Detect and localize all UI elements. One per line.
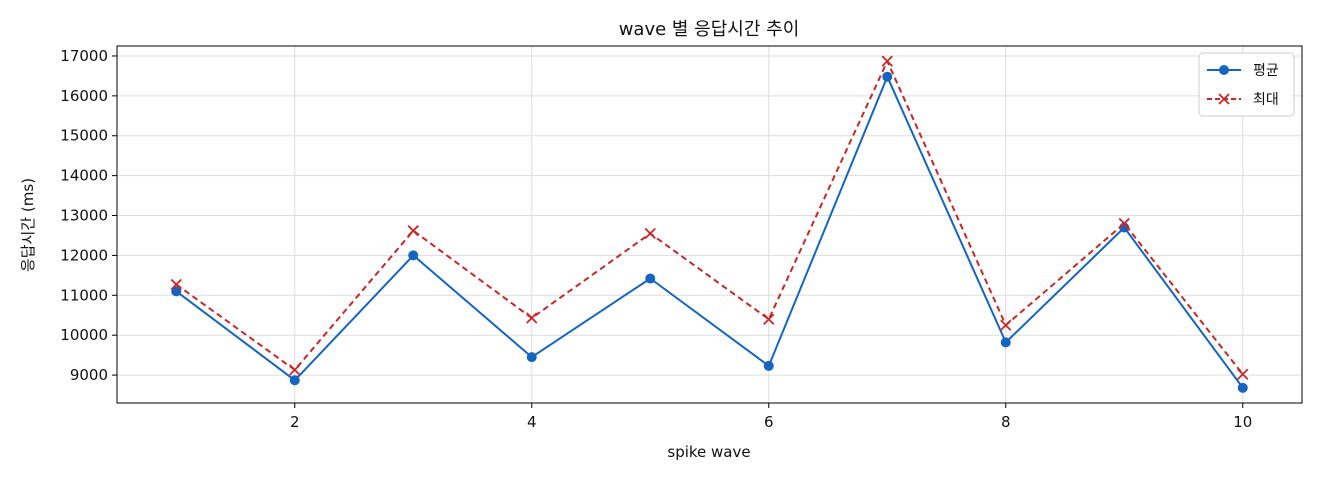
legend-item: 최대: [1207, 92, 1279, 108]
y-tick-label: 17000: [60, 47, 108, 65]
data-point: [1118, 217, 1130, 230]
data-point: [1000, 319, 1012, 331]
legend-label: 최대: [1253, 92, 1279, 108]
data-point: [763, 313, 775, 325]
data-point: [1237, 368, 1249, 380]
data-point: [1000, 337, 1011, 348]
data-point: [644, 227, 656, 240]
y-tick-label: 10000: [60, 326, 108, 344]
data-point: [882, 71, 893, 82]
chart-title: wave 별 응답시간 추이: [619, 19, 800, 40]
data-point: [763, 360, 774, 371]
data-point: [526, 352, 537, 363]
data-point: [1237, 382, 1248, 393]
legend-marker: [1219, 65, 1229, 75]
legend-label: 평균: [1253, 63, 1279, 79]
x-tick-label: 2: [290, 413, 300, 431]
plot-frame: [116, 45, 1303, 404]
y-axis-ticks: 9000 10000 11000 12000 13000 14000 15000 16000 1…: [60, 47, 117, 384]
legend-box: [1198, 52, 1295, 117]
x-tick-label: 6: [764, 413, 774, 431]
y-axis-label: 응답시간 (ms): [19, 178, 37, 272]
y-tick-label: 15000: [60, 127, 108, 145]
data-point: [526, 312, 538, 324]
x-tick-label: 4: [527, 413, 537, 431]
data-point: [170, 278, 182, 291]
x-tick-label: 10: [1233, 413, 1252, 431]
data-point: [289, 375, 300, 386]
data-point: [289, 364, 301, 376]
x-axis-ticks: 2 4 6 8 10: [290, 403, 1252, 431]
y-tick-label: 11000: [60, 286, 108, 304]
data-point: [881, 55, 893, 67]
legend-marker: [1218, 93, 1230, 105]
data-point: [645, 273, 656, 284]
y-tick-label: 12000: [60, 246, 108, 264]
data-point: [408, 250, 419, 261]
y-tick-label: 13000: [60, 207, 108, 225]
y-tick-label: 16000: [60, 87, 108, 105]
x-axis-label: spike wave: [667, 443, 750, 461]
y-tick-label: 9000: [70, 366, 108, 384]
series-line: [175, 60, 1244, 375]
series-layer: [170, 55, 1249, 393]
data-point: [171, 286, 182, 297]
series-2: [170, 55, 1249, 380]
grid: [117, 46, 1302, 403]
y-tick-label: 14000: [60, 167, 108, 185]
data-point: [407, 225, 419, 237]
series-line: [175, 75, 1244, 389]
x-tick-label: 8: [1001, 413, 1011, 431]
series-1: [171, 71, 1248, 393]
legend-item: 평균: [1207, 63, 1279, 79]
